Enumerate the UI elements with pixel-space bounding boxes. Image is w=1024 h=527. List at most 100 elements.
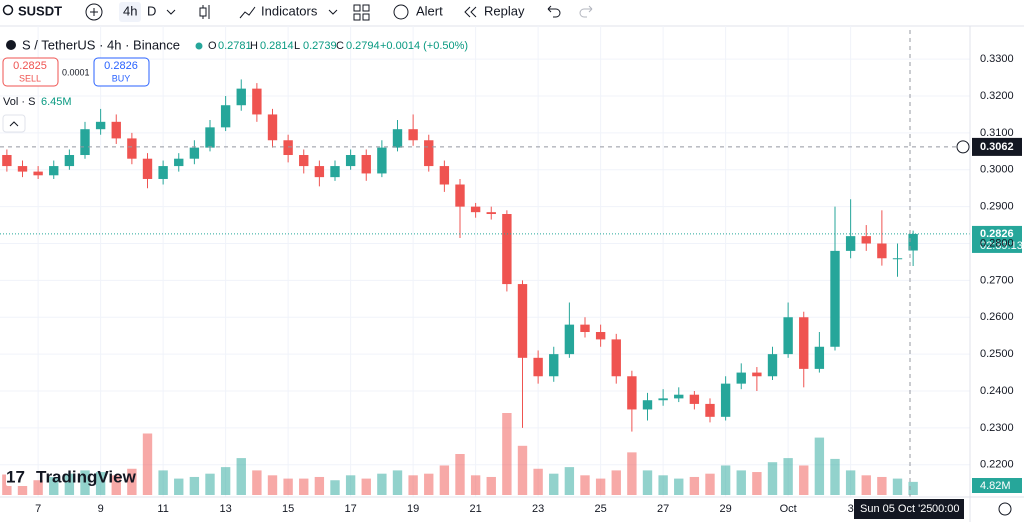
x-tick-label: 27 [657, 503, 669, 515]
sell-button[interactable] [2, 57, 59, 87]
y-tick-label: 0.2800 [980, 237, 1014, 249]
candle-body [720, 383, 731, 417]
legend: S / TetherUS · 4h · Binance O 0.2781 H 0… [2, 37, 468, 133]
volume-bar [95, 472, 106, 495]
replay-icon[interactable] [464, 6, 477, 18]
y-tick-label: 0.2400 [980, 385, 1014, 397]
volume-bar [408, 475, 418, 495]
candle-body [564, 324, 575, 355]
chevron [9, 121, 19, 127]
volume-bar [549, 473, 559, 495]
volume-bar [783, 458, 793, 495]
y-tick-label: 0.3300 [980, 53, 1014, 65]
candle-body [502, 214, 512, 285]
symbol[interactable]: SUSDT [18, 3, 62, 18]
x-tick-label: 23 [532, 503, 544, 515]
logo-backdrop [6, 470, 32, 486]
volume-bar [174, 478, 184, 495]
settings[interactable] [998, 502, 1012, 516]
candle-body [283, 140, 293, 156]
spread: 0.0001 [62, 67, 90, 77]
volume-bar [455, 454, 465, 495]
legend-title: S / TetherUS · 4h · Binance [22, 37, 180, 52]
x-tick-label: 15 [282, 503, 294, 515]
volume-bar [439, 465, 450, 495]
volume-bar [345, 475, 356, 495]
indicators-icon[interactable] [239, 6, 256, 19]
vol-label: Vol · S [3, 96, 35, 108]
crosshair-price-tag [972, 137, 1022, 156]
candle-body [533, 357, 543, 377]
candle-body [783, 317, 793, 355]
redo[interactable] [579, 5, 593, 18]
interval[interactable]: D [147, 3, 156, 18]
buy-price[interactable]: 0.2826 [104, 60, 138, 72]
layouts-icon[interactable] [353, 4, 370, 21]
alert-icon[interactable] [393, 4, 409, 20]
sell-label[interactable]: SELL [19, 73, 41, 83]
x-tick-label: Oct [780, 503, 797, 515]
volume-bar [642, 470, 653, 495]
replay[interactable]: Replay [484, 3, 525, 18]
volume-bar [33, 480, 43, 495]
candle-body [595, 332, 606, 340]
interval-active[interactable] [119, 2, 141, 22]
volume-bar [799, 465, 809, 495]
volume-bar [533, 468, 543, 495]
candle-body [377, 147, 387, 174]
sell-price[interactable]: 0.2825 [13, 60, 47, 72]
candle-body [799, 317, 809, 369]
volume-bar [752, 472, 762, 495]
grid [0, 26, 970, 497]
c-value: 0.2794 [346, 40, 380, 52]
dropdown[interactable] [166, 9, 176, 15]
collapse-button[interactable] [2, 114, 26, 133]
undo[interactable] [547, 5, 561, 18]
candle-body [689, 394, 700, 404]
search-icon[interactable] [2, 4, 14, 16]
candle-body [830, 250, 840, 347]
last-price: 0.2826 [980, 228, 1014, 240]
x-tick-label: 3 [848, 503, 854, 515]
candle-body [174, 158, 184, 167]
o-label: O [208, 40, 217, 52]
volume-bar [674, 478, 684, 495]
buy-button[interactable] [93, 57, 150, 87]
plus [90, 8, 98, 16]
crosshair-date: Sun 05 Oct '25 [860, 503, 932, 515]
add-symbol[interactable] [85, 3, 103, 21]
candle-body [392, 129, 403, 148]
candle-body [517, 284, 528, 358]
candle-body [908, 233, 918, 251]
indicators[interactable]: Indicators [261, 3, 318, 18]
x-tick-label: 13 [220, 503, 232, 515]
candle-body [189, 147, 200, 159]
volume-bar [908, 481, 918, 495]
x-tick-label: 29 [720, 503, 732, 515]
volume-bar [49, 476, 59, 495]
x-tick-label: 17 [345, 503, 357, 515]
x-tick-label: 11 [157, 503, 168, 515]
interval[interactable]: 4h [123, 3, 137, 18]
volume-bar [877, 476, 887, 495]
volume-bar [502, 413, 512, 495]
buy-label[interactable]: BUY [112, 73, 131, 83]
candle-body [658, 398, 668, 401]
candle-body [330, 166, 340, 178]
alert[interactable]: Alert [416, 3, 443, 18]
volume-bar [845, 470, 856, 495]
axes: 0.3300 0.3200 0.3100 0.3000 0.2900 0.2800 0.27… [0, 26, 1024, 522]
volume-bar [814, 437, 825, 495]
last-volume: 4.82M [980, 480, 1011, 492]
candle-body [33, 171, 43, 176]
volume-bar [767, 462, 778, 495]
dropdown[interactable] [328, 9, 338, 15]
y-tick-label: 0.2200 [980, 459, 1014, 471]
l-value: 0.2739 [303, 40, 337, 52]
volume-bar [392, 470, 403, 495]
candle-body [236, 88, 246, 106]
candle-body [80, 129, 90, 156]
volume-bar [736, 470, 746, 495]
candle-body [470, 206, 481, 213]
x-tick-label: 25 [595, 503, 607, 515]
